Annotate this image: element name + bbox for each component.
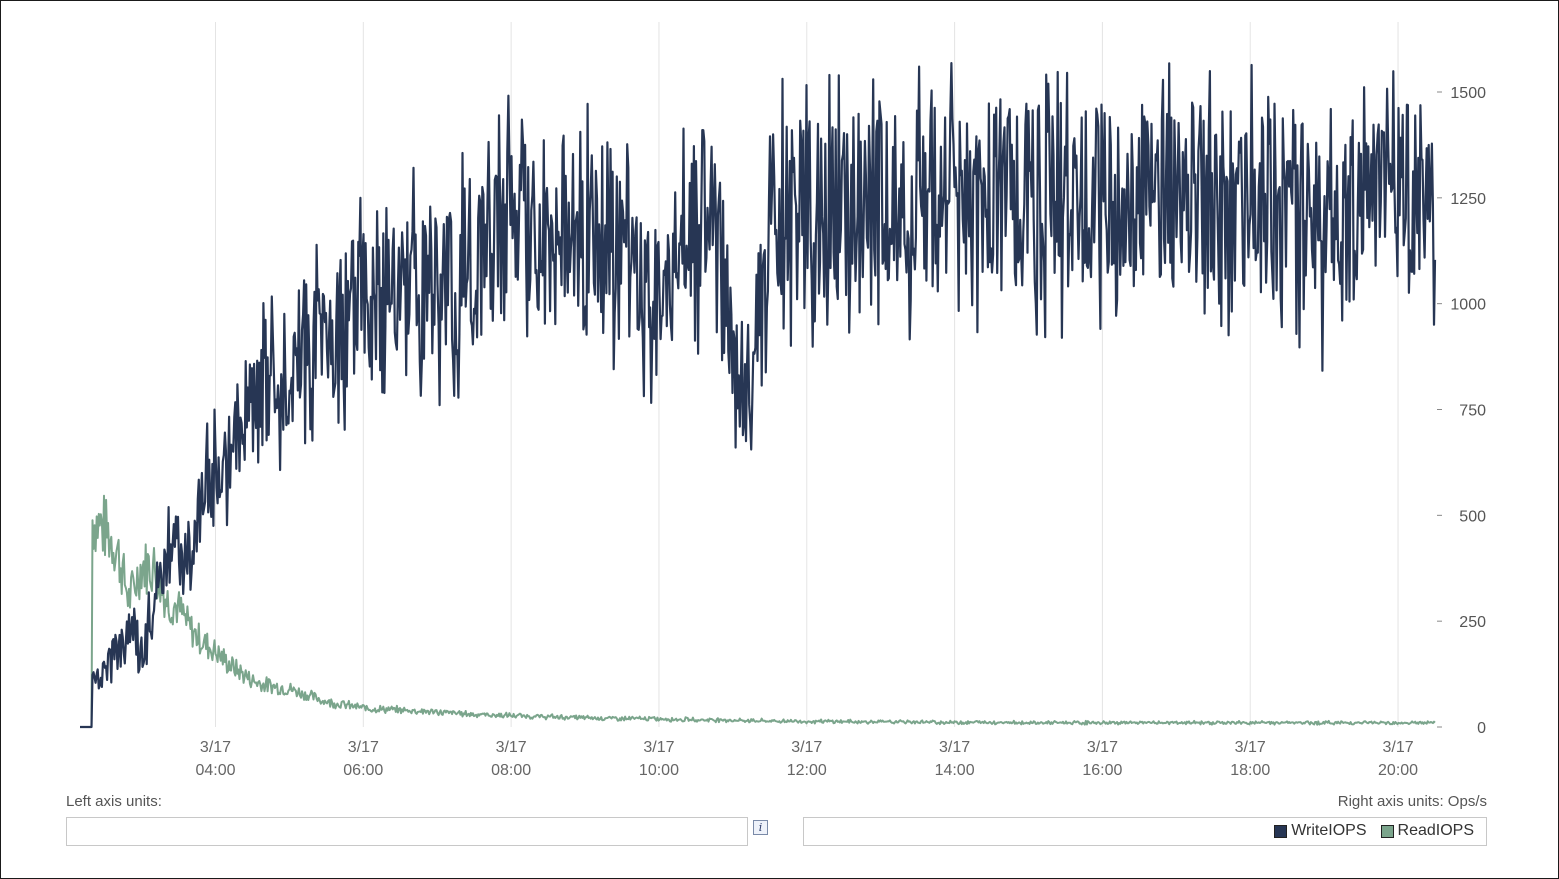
y-tick-label-6: 0 (1477, 720, 1486, 737)
y-tick-label-1: 1250 (1450, 191, 1486, 208)
legend: WriteIOPS ReadIOPS (1260, 822, 1474, 840)
right-axis-units-label: Right axis units: Ops/s (1337, 793, 1487, 810)
x-tick-date-6: 3/17 (1087, 739, 1118, 756)
series-line-readiops (80, 494, 1436, 728)
x-tick-time-7: 18:00 (1230, 762, 1270, 779)
legend-item-readiops[interactable]: ReadIOPS (1380, 822, 1474, 840)
legend-swatch-readiops (1380, 824, 1394, 838)
x-tick-time-1: 06:00 (343, 762, 383, 779)
x-tick-time-6: 16:00 (1082, 762, 1122, 779)
x-tick-time-4: 12:00 (787, 762, 827, 779)
x-tick-date-8: 3/17 (1382, 739, 1413, 756)
y-axis: 1500 1250 1000 750 500 250 0 (1437, 85, 1486, 737)
legend-item-writeiops[interactable]: WriteIOPS (1274, 822, 1367, 840)
y-tick-label-5: 250 (1459, 614, 1486, 631)
x-tick-date-1: 3/17 (348, 739, 379, 756)
x-tick-time-8: 20:00 (1378, 762, 1418, 779)
info-icon[interactable]: i (753, 820, 768, 835)
x-tick-time-5: 14:00 (935, 762, 975, 779)
series-line-writeiops (79, 61, 1437, 729)
legend-label-writeiops: WriteIOPS (1291, 822, 1367, 839)
legend-label-readiops: ReadIOPS (1397, 822, 1474, 839)
x-axis: 3/17 04:00 3/17 06:00 3/17 08:00 3/17 10:00 3/17… (195, 739, 1418, 779)
x-tick-date-5: 3/17 (939, 739, 970, 756)
x-tick-time-3: 10:00 (639, 762, 679, 779)
legend-swatch-writeiops (1274, 824, 1288, 838)
left-axis-units-box (66, 817, 748, 846)
y-tick-label-3: 750 (1459, 403, 1486, 420)
x-tick-date-2: 3/17 (496, 739, 527, 756)
x-tick-time-2: 08:00 (491, 762, 531, 779)
series-lines (79, 61, 1437, 729)
y-tick-label-0: 1500 (1450, 85, 1486, 102)
right-axis-units-box (803, 817, 1487, 846)
x-tick-date-4: 3/17 (791, 739, 822, 756)
y-tick-label-2: 1000 (1450, 297, 1486, 314)
x-tick-date-0: 3/17 (200, 739, 231, 756)
x-tick-time-0: 04:00 (195, 762, 235, 779)
x-tick-date-7: 3/17 (1235, 739, 1266, 756)
left-axis-units-label: Left axis units: (66, 793, 162, 810)
x-tick-date-3: 3/17 (643, 739, 674, 756)
y-tick-label-4: 500 (1459, 508, 1486, 525)
